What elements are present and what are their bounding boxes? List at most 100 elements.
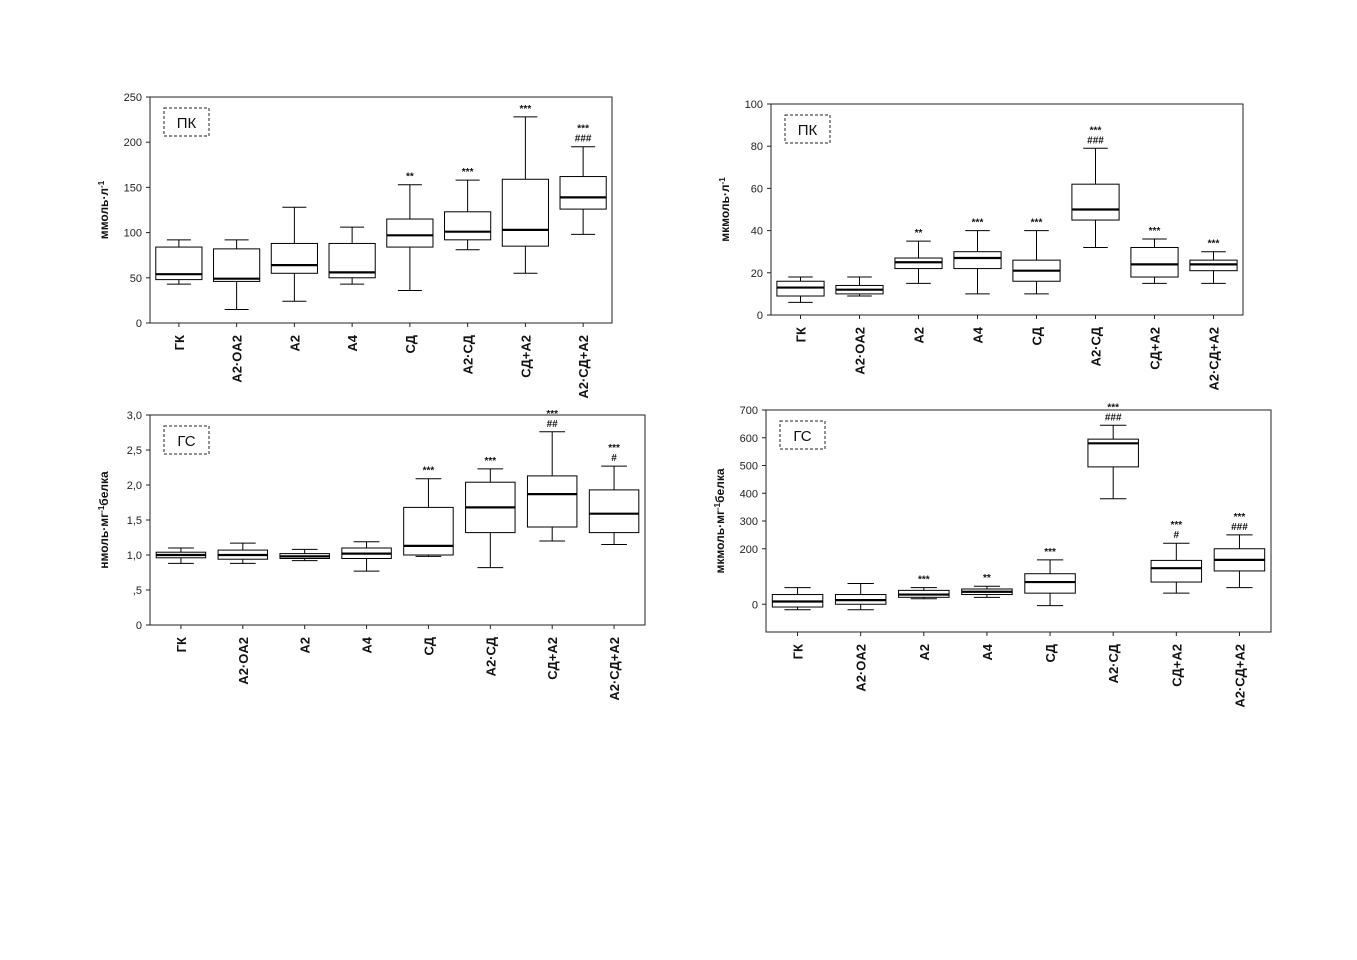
x-category-label: A2·OA2	[853, 327, 868, 375]
y-tick-label: 1,5	[127, 515, 142, 527]
significance-mark: **	[406, 172, 414, 183]
y-tick-label: 100	[745, 99, 763, 111]
y-tick-label: 100	[124, 228, 142, 240]
y-tick-label: 40	[751, 226, 763, 238]
x-category-label: A2·СД	[1106, 643, 1121, 683]
x-category-label: A2·СД	[461, 334, 476, 374]
significance-mark: **	[983, 573, 991, 584]
y-axis-label: мкмоль·мг-1белка	[713, 468, 728, 573]
x-category-label: СД	[1043, 643, 1058, 662]
x-category-label: СД+A2	[545, 637, 560, 680]
significance-mark: ***	[462, 167, 474, 178]
y-tick-label: 3,0	[127, 410, 142, 422]
y-tick-label: 80	[751, 141, 763, 153]
box-group	[834, 582, 887, 611]
significance-mark: ***	[608, 443, 620, 454]
x-category-label: A2·OA2	[236, 637, 251, 685]
panel-label-border	[163, 107, 210, 137]
significance-mark: ###	[1087, 135, 1104, 146]
y-tick-label: 2,0	[127, 480, 142, 492]
iqr-box	[588, 489, 640, 534]
x-category-label: СД	[421, 636, 436, 655]
significance-mark: ***	[1149, 226, 1161, 237]
y-axis-label: мкмоль·л-1	[718, 177, 733, 242]
box-group	[341, 541, 392, 572]
significance-mark: ###	[575, 134, 592, 145]
significance-mark: ##	[547, 419, 559, 430]
y-tick-label: 2,5	[127, 445, 142, 457]
significance-mark: ***	[1090, 125, 1102, 136]
box-group	[835, 276, 884, 297]
x-category-label: A4	[980, 643, 995, 660]
iqr-box	[526, 475, 578, 528]
box-group: ***#	[1150, 520, 1203, 594]
iqr-box	[501, 178, 549, 247]
box-group	[776, 276, 825, 303]
x-category-label: A2·СД	[483, 636, 498, 676]
iqr-box	[1071, 183, 1120, 221]
panel-label: ГС	[793, 428, 811, 445]
y-tick-label: 500	[740, 461, 758, 473]
y-tick-label: 200	[740, 544, 758, 556]
x-category-label: СД	[403, 334, 418, 353]
box-group: ***#	[588, 443, 640, 545]
significance-mark: #	[611, 453, 617, 464]
significance-mark: ***	[423, 466, 435, 477]
y-tick-label: 0	[752, 599, 758, 611]
significance-mark: ***	[546, 409, 558, 420]
box-group	[155, 547, 207, 564]
x-category-label: A4	[360, 636, 375, 653]
panel-label: ПК	[177, 115, 197, 132]
significance-mark: ***	[1031, 218, 1043, 229]
iqr-box	[270, 242, 318, 274]
x-category-label: A4	[345, 334, 360, 351]
iqr-box	[559, 176, 607, 210]
box-group: ***###	[1071, 125, 1120, 248]
box-group: ***###	[1087, 402, 1139, 500]
y-tick-label: 200	[124, 137, 142, 149]
x-category-label: A2·OA2	[230, 335, 245, 383]
box-group: **	[894, 228, 943, 284]
x-category-label: A2·OA2	[854, 644, 869, 692]
iqr-box	[213, 248, 261, 282]
significance-mark: ***	[1107, 402, 1119, 413]
panel-pk-mmol: ПК 0 50 100 150 200 250 ммоль·л-1 ГК A2·OA2 A2 A4 **…	[97, 92, 613, 399]
x-category-label: СД+A2	[1169, 644, 1184, 687]
significance-mark: ***	[918, 575, 930, 586]
panel-label-border	[784, 114, 831, 144]
box-group	[270, 206, 318, 302]
iqr-box	[1150, 559, 1203, 583]
significance-mark: ***	[577, 124, 589, 135]
x-category-label: СД+A2	[518, 335, 533, 378]
y-tick-label: 0	[136, 318, 142, 330]
y-tick-label: 0	[136, 620, 142, 632]
plot-frame	[770, 103, 1244, 316]
box-group: ***	[465, 456, 516, 569]
y-axis-label: ммоль·л-1	[97, 180, 112, 239]
x-category-label: ГК	[174, 637, 189, 652]
panel-label-box: ГС	[779, 420, 826, 450]
box-group	[155, 239, 203, 285]
box-group: ***	[444, 167, 492, 251]
significance-mark: ###	[1231, 522, 1248, 533]
y-tick-label: 1,0	[127, 550, 142, 562]
y-tick-label: 20	[751, 268, 763, 280]
iqr-box	[444, 211, 492, 241]
x-category-label: СД	[1030, 326, 1045, 345]
significance-mark: ***	[1234, 512, 1246, 523]
panel-label-box: ПК	[163, 107, 210, 137]
box-group	[213, 239, 261, 310]
significance-mark: ***	[520, 104, 532, 115]
panel-label-border	[779, 420, 826, 450]
y-tick-label: 60	[751, 183, 763, 195]
x-category-label: A2	[917, 644, 932, 661]
x-category-label: A4	[971, 326, 986, 343]
iqr-box	[403, 506, 454, 556]
box-group	[217, 542, 269, 564]
box-group	[771, 587, 824, 611]
box-group: ***###	[559, 124, 607, 235]
box-group: ***	[501, 104, 549, 274]
x-category-label: A2·СД	[1089, 326, 1104, 366]
significance-mark: ***	[1044, 547, 1056, 558]
